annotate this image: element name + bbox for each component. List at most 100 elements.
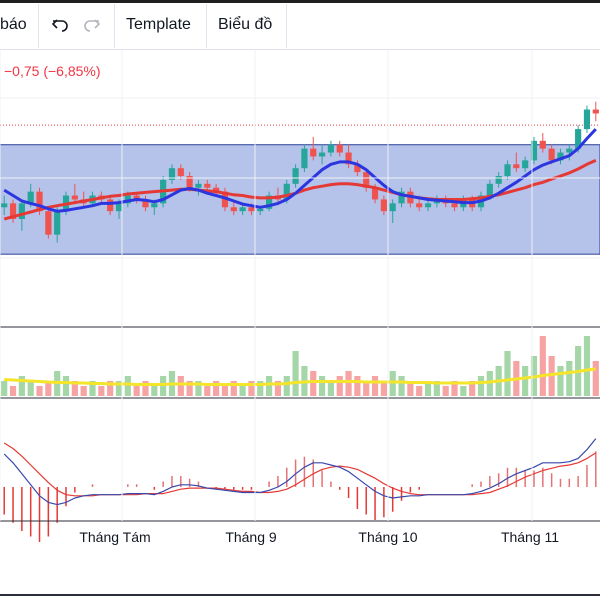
volume-bar — [1, 381, 8, 396]
candle-body — [54, 211, 61, 235]
candle-body — [363, 172, 370, 188]
candle-body — [592, 109, 599, 114]
candle-body — [530, 140, 538, 161]
candle-body — [301, 148, 308, 169]
candle-body — [539, 140, 546, 149]
volume-bar — [354, 376, 361, 396]
volume-bar — [230, 381, 237, 396]
time-axis: Tháng Tám Tháng 9 Tháng 10 Tháng 11 — [79, 529, 559, 545]
candle-body — [186, 176, 193, 188]
volume-bar — [9, 386, 17, 396]
candle-body — [575, 129, 582, 149]
volume-bar — [160, 376, 167, 396]
candle-body — [1, 203, 8, 208]
volume-bar — [124, 376, 131, 396]
volume-bar — [186, 381, 193, 396]
volume-bar — [583, 336, 591, 396]
candle-body — [371, 187, 379, 200]
candle-body — [107, 199, 114, 212]
candle-body — [451, 203, 458, 208]
template-button[interactable]: Template — [126, 16, 191, 33]
volume-bar — [380, 381, 387, 396]
volume-bar — [221, 386, 229, 396]
ma-fast-line — [3, 128, 597, 213]
candle-body — [195, 183, 202, 188]
macd-pane — [3, 438, 597, 542]
candle-body — [513, 164, 520, 169]
volume-bar — [442, 386, 449, 396]
candle-body — [424, 203, 432, 208]
volume-bar — [318, 376, 326, 396]
volume-bar — [522, 366, 529, 396]
volume-bar — [539, 336, 546, 396]
candle-body — [354, 164, 361, 173]
candle-body — [486, 183, 493, 196]
volume-bar — [460, 386, 467, 396]
macd-line — [3, 438, 597, 506]
volume-bar — [477, 376, 485, 396]
toolbar-divider — [286, 4, 287, 48]
volume-bar — [177, 376, 184, 396]
window-top-strip — [0, 0, 600, 3]
candle-body — [204, 183, 211, 188]
volume-bar — [248, 381, 255, 396]
volume-bar — [142, 381, 149, 396]
time-axis-label: Tháng 9 — [225, 529, 277, 545]
candle-body — [504, 164, 511, 176]
volume-bar — [424, 381, 432, 396]
candle-body — [133, 195, 140, 200]
volume-bar — [195, 381, 202, 396]
candle-body — [345, 152, 352, 165]
candle-body — [557, 152, 564, 161]
time-axis-label: Tháng Tám — [79, 529, 150, 545]
toolbar-divider — [206, 4, 207, 48]
volume-bar — [213, 381, 220, 396]
price-change-label: −0,75 (−6,85%) — [4, 63, 101, 79]
candle-body — [310, 148, 317, 157]
time-axis-label: Tháng 10 — [358, 529, 417, 545]
candle-body — [18, 203, 25, 219]
candle-body — [9, 203, 17, 219]
volume-bar — [371, 376, 379, 396]
candle-body — [292, 168, 299, 184]
alert-button[interactable]: báo — [0, 16, 27, 33]
candle-body — [522, 160, 529, 169]
candle-body — [213, 187, 220, 192]
candle-body — [124, 195, 131, 204]
candle-body — [327, 144, 334, 153]
candle-body — [266, 195, 273, 209]
volume-bar — [283, 376, 290, 396]
candle-body — [583, 109, 591, 130]
candle-body — [177, 168, 184, 176]
candle-body — [151, 203, 158, 208]
volume-bar — [398, 376, 405, 396]
volume-bar — [451, 381, 458, 396]
undo-icon[interactable] — [50, 15, 70, 35]
volume-bar — [433, 381, 440, 396]
chart-button[interactable]: Biểu đồ — [218, 16, 273, 33]
candle-body — [248, 207, 255, 212]
volume-bar — [407, 381, 414, 396]
volume-bar — [62, 376, 70, 396]
candle-body — [336, 144, 343, 153]
volume-bar — [416, 386, 423, 396]
candle-body — [495, 176, 502, 184]
candle-body — [27, 191, 34, 204]
candle-body — [566, 148, 573, 153]
candle-body — [71, 195, 78, 200]
candle-body — [168, 168, 176, 180]
volume-bar — [107, 381, 114, 396]
volume-bar — [310, 371, 317, 396]
volume-bar — [266, 376, 273, 396]
toolbar-divider — [114, 4, 115, 48]
volume-bar — [336, 376, 343, 396]
candle-body — [548, 148, 555, 161]
volume-bar — [204, 386, 211, 396]
volume-bar — [27, 381, 34, 396]
volume-bar — [133, 386, 140, 396]
redo-icon[interactable] — [82, 15, 102, 35]
candle-body — [142, 199, 149, 208]
volume-bar — [345, 371, 352, 396]
candle-body — [115, 203, 123, 212]
